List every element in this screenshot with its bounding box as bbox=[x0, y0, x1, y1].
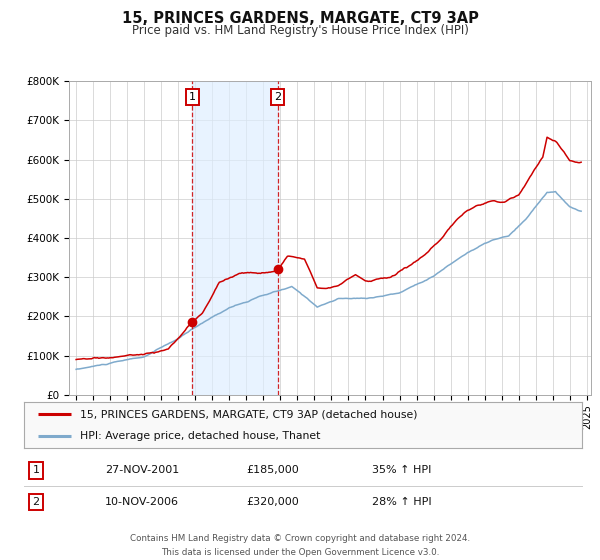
Text: 2: 2 bbox=[32, 497, 40, 507]
Text: 1: 1 bbox=[189, 92, 196, 102]
Text: 35% ↑ HPI: 35% ↑ HPI bbox=[372, 465, 431, 475]
Text: 10-NOV-2006: 10-NOV-2006 bbox=[105, 497, 179, 507]
Text: HPI: Average price, detached house, Thanet: HPI: Average price, detached house, Than… bbox=[80, 431, 320, 441]
Text: Contains HM Land Registry data © Crown copyright and database right 2024.: Contains HM Land Registry data © Crown c… bbox=[130, 534, 470, 543]
Text: 1: 1 bbox=[32, 465, 40, 475]
Bar bbox=[193, 81, 278, 395]
Text: 28% ↑ HPI: 28% ↑ HPI bbox=[372, 497, 431, 507]
Text: 27-NOV-2001: 27-NOV-2001 bbox=[105, 465, 179, 475]
Text: 15, PRINCES GARDENS, MARGATE, CT9 3AP: 15, PRINCES GARDENS, MARGATE, CT9 3AP bbox=[122, 11, 478, 26]
Text: This data is licensed under the Open Government Licence v3.0.: This data is licensed under the Open Gov… bbox=[161, 548, 439, 557]
Text: £185,000: £185,000 bbox=[246, 465, 299, 475]
Text: 15, PRINCES GARDENS, MARGATE, CT9 3AP (detached house): 15, PRINCES GARDENS, MARGATE, CT9 3AP (d… bbox=[80, 409, 418, 419]
Text: Price paid vs. HM Land Registry's House Price Index (HPI): Price paid vs. HM Land Registry's House … bbox=[131, 24, 469, 37]
Text: 2: 2 bbox=[274, 92, 281, 102]
Text: £320,000: £320,000 bbox=[246, 497, 299, 507]
